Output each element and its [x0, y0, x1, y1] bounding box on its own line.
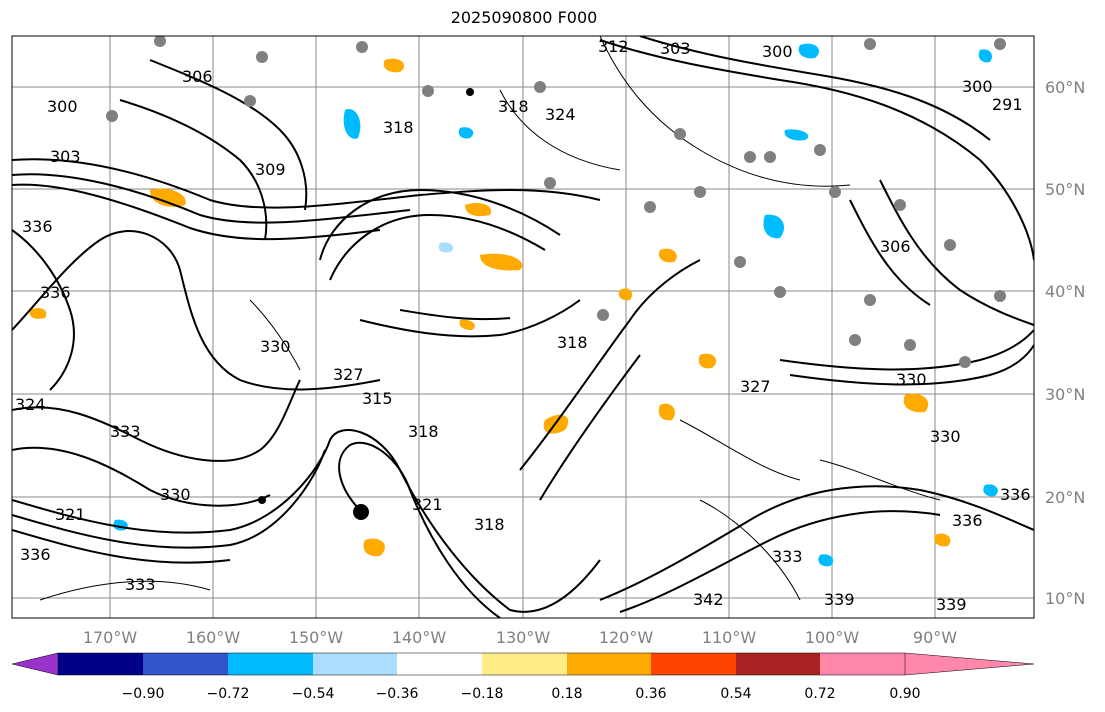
colorbar-ticks: −0.90 −0.72 −0.54 −0.36 −0.18 0.18 0.36 …	[122, 686, 921, 702]
contour-label: 342	[693, 590, 724, 609]
colorbar-segment	[736, 653, 820, 675]
colorbar-segment	[143, 653, 228, 675]
contour-label: 330	[896, 370, 927, 389]
colorbar-tick-label: −0.72	[207, 686, 250, 702]
thin-contours	[39, 36, 941, 601]
station-markers	[106, 36, 1006, 368]
lon-label-90w: 90°W	[913, 628, 957, 647]
contour-label: 336	[40, 283, 71, 302]
lon-label-160w: 160°W	[186, 628, 241, 647]
lat-label-10n: 10°N	[1045, 589, 1085, 608]
contour-label: 300	[762, 42, 793, 61]
lat-label-50n: 50°N	[1045, 180, 1085, 199]
contour-label: 336	[1000, 485, 1031, 504]
contour-label: 330	[160, 485, 191, 504]
contour-label: 339	[824, 590, 855, 609]
lon-label-120w: 120°W	[599, 628, 654, 647]
contour-label: 303	[50, 147, 81, 166]
contour-label: 330	[260, 337, 291, 356]
contour-label: 321	[412, 495, 443, 514]
contour-label: 318	[408, 422, 439, 441]
contour-label: 333	[772, 547, 803, 566]
shaded-field	[29, 43, 998, 567]
colorbar-segment	[313, 653, 397, 675]
colorbar-tick-label: 0.90	[889, 686, 920, 702]
colorbar-tick-label: −0.90	[122, 686, 165, 702]
graticule	[12, 36, 1034, 618]
colorbar-tick-label: −0.36	[376, 686, 419, 702]
contour-label: 303	[660, 39, 691, 58]
contour-label: 318	[383, 118, 414, 137]
colorbar-segment	[820, 653, 905, 675]
contour-label: 324	[15, 395, 46, 414]
contour-labels: 300 303 306 309 312 318 324 300 303 336 …	[15, 37, 1031, 614]
contour-label: 300	[47, 97, 78, 116]
colorbar-tick-label: −0.18	[461, 686, 504, 702]
contour-label: 315	[362, 389, 393, 408]
contour-label: 336	[20, 545, 51, 564]
colorbar-extend-max	[904, 652, 1035, 676]
colorbar-segment	[567, 653, 651, 675]
colorbar-segment	[58, 653, 143, 675]
contour-label: 318	[474, 515, 505, 534]
lon-label-170w: 170°W	[83, 628, 138, 647]
contour-label: 300	[962, 77, 993, 96]
colorbar-tick-label: 0.36	[635, 686, 666, 702]
lon-label-100w: 100°W	[805, 628, 860, 647]
contour-label: 330	[930, 427, 961, 446]
contour-label: 333	[110, 422, 141, 441]
lat-label-40n: 40°N	[1045, 282, 1085, 301]
contour-label: 339	[936, 595, 967, 614]
low-center-markers	[258, 88, 474, 520]
contour-label: 309	[255, 160, 286, 179]
colorbar-segment	[651, 653, 736, 675]
lat-label-60n: 60°N	[1045, 78, 1085, 97]
contour-label: 318	[557, 333, 588, 352]
lon-label-110w: 110°W	[702, 628, 757, 647]
contour-label: 306	[182, 67, 213, 86]
contour-lines	[12, 36, 1034, 618]
contour-label: 318	[498, 97, 529, 116]
colorbar-tick-label: −0.54	[292, 686, 335, 702]
contour-label: 306	[880, 237, 911, 256]
contour-label: 336	[952, 511, 983, 530]
colorbar-tick-label: 0.72	[804, 686, 835, 702]
colorbar-tick-label: 0.54	[720, 686, 751, 702]
colorbar-extend-min	[11, 652, 59, 676]
colorbar: −0.90 −0.72 −0.54 −0.36 −0.18 0.18 0.36 …	[11, 652, 1035, 702]
lat-label-30n: 30°N	[1045, 385, 1085, 404]
contour-label: 324	[545, 105, 576, 124]
map-border	[11, 35, 1035, 619]
map-title: 2025090800 F000	[450, 8, 598, 27]
lon-label-130w: 130°W	[496, 628, 551, 647]
longitude-labels: 170°W 160°W 150°W 140°W 130°W 120°W 110°…	[83, 628, 957, 647]
colorbar-tick-label: 0.18	[551, 686, 582, 702]
contour-label: 321	[55, 505, 86, 524]
contour-label: 336	[22, 217, 53, 236]
lon-label-140w: 140°W	[392, 628, 447, 647]
contour-label: 333	[125, 575, 156, 594]
contour-label: 327	[333, 365, 364, 384]
colorbar-segment	[482, 653, 567, 675]
colorbar-segment	[228, 653, 313, 675]
contour-label: 291	[992, 95, 1023, 114]
latitude-labels: 60°N 50°N 40°N 30°N 20°N 10°N	[1045, 78, 1085, 608]
contour-label: 327	[740, 377, 771, 396]
lat-label-20n: 20°N	[1045, 488, 1085, 507]
contour-label: 312	[598, 37, 629, 56]
lon-label-150w: 150°W	[289, 628, 344, 647]
colorbar-segment	[397, 653, 482, 675]
